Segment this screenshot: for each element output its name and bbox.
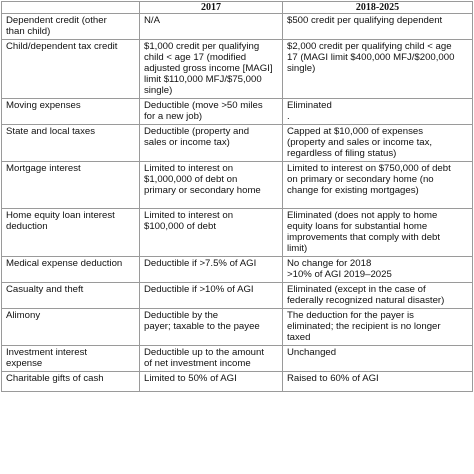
value-2017-text: N/A <box>144 15 160 26</box>
value-2017-cell: N/A <box>139 13 283 40</box>
row-label-cell: Child/dependent tax credit <box>1 39 140 99</box>
value-2017-text: $1,000 credit per qualifying child < age… <box>144 41 273 96</box>
row-label-text: Investment interest expense <box>6 347 88 369</box>
value-2017-cell: Limited to interest on $1,000,000 of deb… <box>139 161 283 209</box>
value-2018-2025-text: Raised to 60% of AGI <box>287 373 379 384</box>
value-2018-2025-text: Unchanged <box>287 347 337 358</box>
value-2018-2025-cell: Eliminated (does not apply to home equit… <box>282 208 473 257</box>
value-2017-text: Limited to interest on $1,000,000 of deb… <box>144 163 261 196</box>
header-row: 2017 2018-2025 <box>1 1 473 14</box>
value-2018-2025-text: The deduction for the payer is eliminate… <box>287 310 441 343</box>
row-label-text: Medical expense deduction <box>6 258 123 269</box>
value-2017-cell: Limited to interest on $100,000 of debt <box>139 208 283 257</box>
value-2017-text: Deductible if >10% of AGI <box>144 284 254 295</box>
value-2017-cell: $1,000 credit per qualifying child < age… <box>139 39 283 99</box>
value-2017-text: Deductible if >7.5% of AGI <box>144 258 257 269</box>
header-2018-2025: 2018-2025 <box>282 1 473 14</box>
table-row: Investment interest expense Deductible up… <box>1 345 473 372</box>
value-2018-2025-cell: Limited to interest on $750,000 of debt … <box>282 161 473 209</box>
row-label-cell: Dependent credit (other than child) <box>1 13 140 40</box>
row-label-text: Child/dependent tax credit <box>6 41 118 52</box>
row-label-cell: Investment interest expense <box>1 345 140 372</box>
row-label-cell: Mortgage interest <box>1 161 140 209</box>
value-2018-2025-cell: Unchanged <box>282 345 473 372</box>
row-label-text: Home equity loan interest deduction <box>6 210 115 232</box>
value-2017-cell: Limited to 50% of AGI <box>139 371 283 392</box>
value-2018-2025-cell: Capped at $10,000 of expenses (property … <box>282 124 473 162</box>
row-label-text: Moving expenses <box>6 100 81 111</box>
value-2018-2025-cell: $500 credit per qualifying dependent <box>282 13 473 40</box>
row-label-text: Mortgage interest <box>6 163 81 174</box>
table-row: Charitable gifts of cash Limited to 50% o… <box>1 371 473 392</box>
row-label-text: Dependent credit (other than child) <box>6 15 107 37</box>
value-2018-2025-cell: No change for 2018 >10% of AGI 2019–2025 <box>282 256 473 283</box>
value-2018-2025-cell: $2,000 credit per qualifying child < age… <box>282 39 473 99</box>
value-2017-cell: Deductible if >10% of AGI <box>139 282 283 309</box>
value-2018-2025-text: Eliminated (does not apply to home equit… <box>287 210 441 254</box>
row-label-text: State and local taxes <box>6 126 96 137</box>
table-row: Mortgage interest Limited to interest on … <box>1 161 473 209</box>
value-2018-2025-text: $2,000 credit per qualifying child < age… <box>287 41 455 74</box>
row-label-cell: Casualty and theft <box>1 282 140 309</box>
header-2017: 2017 <box>139 1 283 14</box>
row-label-cell: Moving expenses <box>1 98 140 125</box>
tax-changes-table: 2017 2018-2025 Dependent credit (other t… <box>1 1 473 392</box>
value-2018-2025-cell: Raised to 60% of AGI <box>282 371 473 392</box>
table-row: Casualty and theft Deductible if >10% of … <box>1 282 473 309</box>
row-label-cell: State and local taxes <box>1 124 140 162</box>
value-2017-cell: Deductible by the payer; taxable to the … <box>139 308 283 346</box>
row-label-cell: Home equity loan interest deduction <box>1 208 140 257</box>
value-2017-cell: Deductible if >7.5% of AGI <box>139 256 283 283</box>
row-label-cell: Alimony <box>1 308 140 346</box>
row-label-text: Alimony <box>6 310 41 321</box>
value-2018-2025-text: Eliminated . <box>287 100 332 122</box>
value-2018-2025-text: No change for 2018 >10% of AGI 2019–2025 <box>287 258 392 280</box>
header-blank <box>1 1 140 14</box>
value-2017-cell: Deductible up to the amount of net inves… <box>139 345 283 372</box>
value-2018-2025-text: Eliminated (except in the case of federa… <box>287 284 445 306</box>
value-2018-2025-cell: Eliminated (except in the case of federa… <box>282 282 473 309</box>
row-label-cell: Medical expense deduction <box>1 256 140 283</box>
row-label-text: Charitable gifts of cash <box>6 373 104 384</box>
table-row: Child/dependent tax credit $1,000 credit … <box>1 39 473 99</box>
table-row: Dependent credit (other than child) N/A $5… <box>1 13 473 40</box>
value-2018-2025-text: $500 credit per qualifying dependent <box>287 15 443 26</box>
value-2017-text: Limited to interest on $100,000 of debt <box>144 210 234 232</box>
value-2017-text: Deductible (property and sales or income… <box>144 126 250 148</box>
table-row: State and local taxes Deductible (propert… <box>1 124 473 162</box>
table-row: Alimony Deductible by the payer; taxable … <box>1 308 473 346</box>
table-row: Medical expense deduction Deductible if >… <box>1 256 473 283</box>
table-row: Moving expenses Deductible (move >50 mile… <box>1 98 473 125</box>
value-2017-cell: Deductible (move >50 miles for a new job… <box>139 98 283 125</box>
table-row: Home equity loan interest deduction Limit… <box>1 208 473 257</box>
row-label-text: Casualty and theft <box>6 284 84 295</box>
value-2018-2025-text: Limited to interest on $750,000 of debt … <box>287 163 451 196</box>
value-2018-2025-text: Capped at $10,000 of expenses (property … <box>287 126 433 159</box>
value-2018-2025-cell: Eliminated . <box>282 98 473 125</box>
row-label-cell: Charitable gifts of cash <box>1 371 140 392</box>
value-2018-2025-cell: The deduction for the payer is eliminate… <box>282 308 473 346</box>
value-2017-text: Deductible by the payer; taxable to the … <box>144 310 260 332</box>
value-2017-text: Deductible (move >50 miles for a new job… <box>144 100 263 122</box>
value-2017-text: Deductible up to the amount of net inves… <box>144 347 265 369</box>
value-2017-text: Limited to 50% of AGI <box>144 373 237 384</box>
value-2017-cell: Deductible (property and sales or income… <box>139 124 283 162</box>
